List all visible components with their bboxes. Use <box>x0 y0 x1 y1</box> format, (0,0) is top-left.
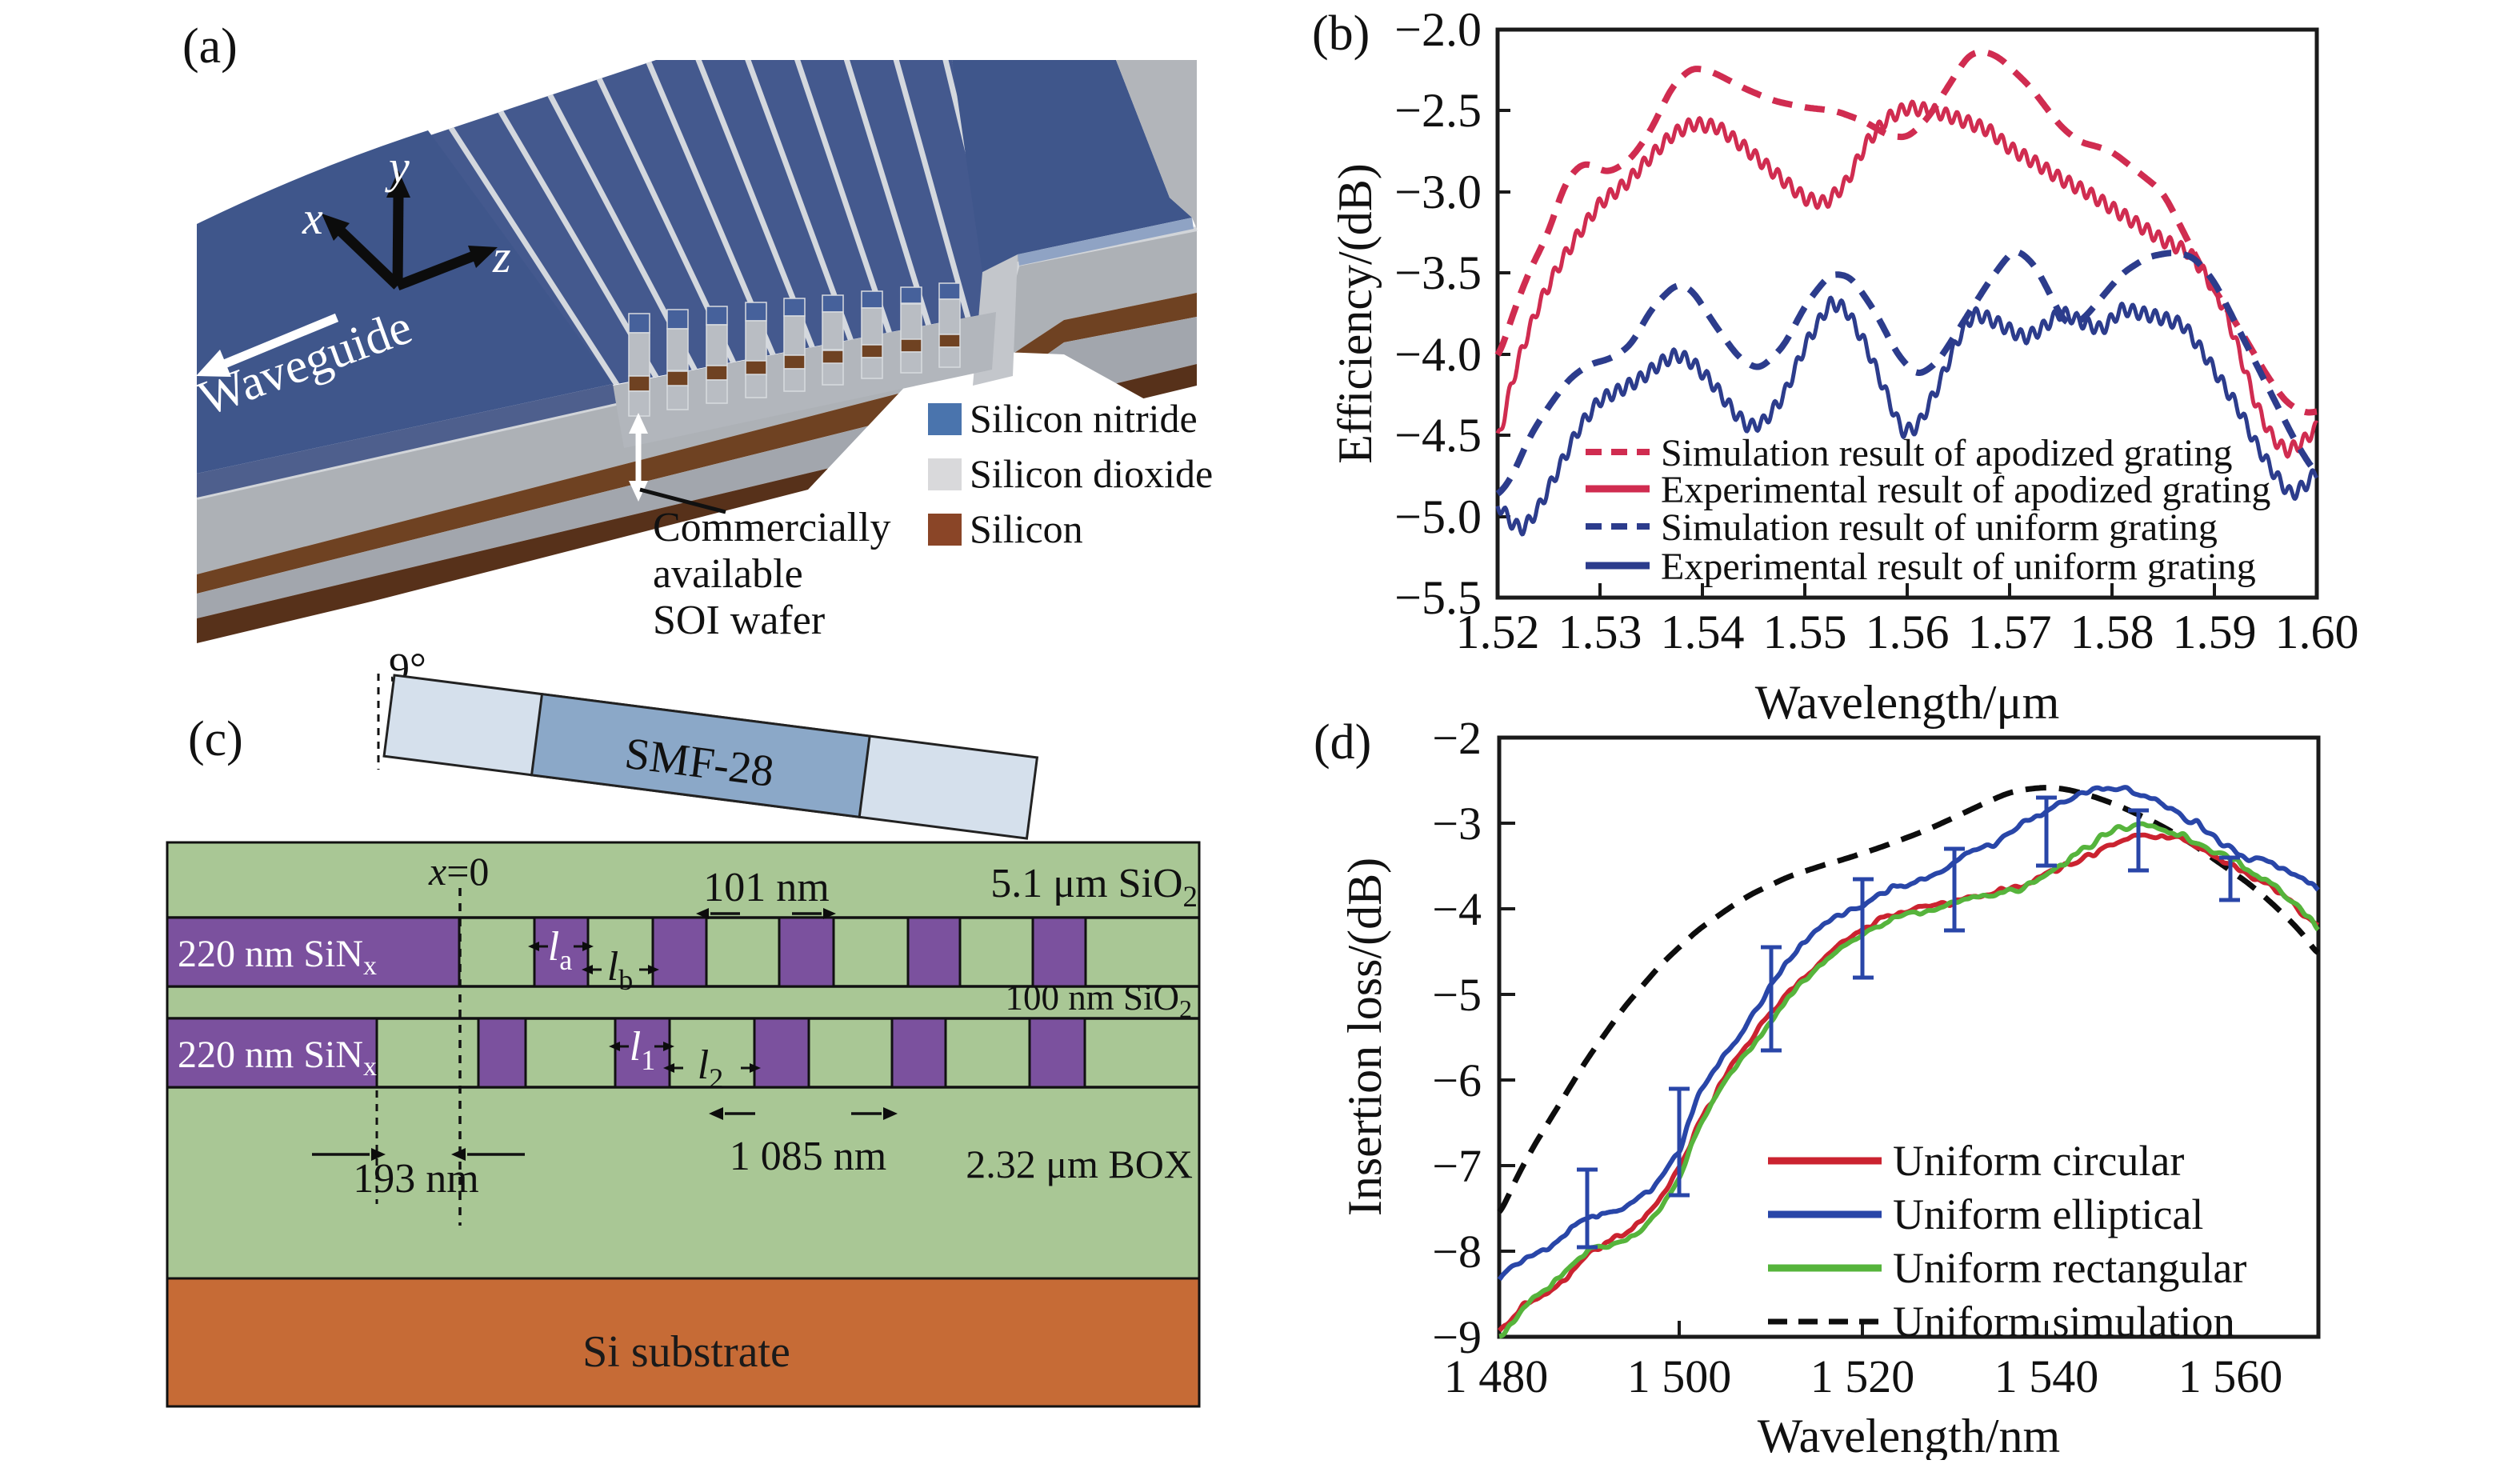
svg-text:Simulation result of apodized: Simulation result of apodized grating <box>1661 432 2233 474</box>
svg-text:1 500: 1 500 <box>1627 1350 1732 1402</box>
svg-text:−7: −7 <box>1432 1140 1482 1192</box>
svg-text:1 560: 1 560 <box>2178 1350 2283 1402</box>
svg-text:Uniform circular: Uniform circular <box>1893 1137 2184 1185</box>
svg-text:Experimental result of uniform: Experimental result of uniform grating <box>1661 546 2256 588</box>
svg-text:220 nm SiNx: 220 nm SiNx <box>178 1034 377 1082</box>
svg-text:available: available <box>653 551 803 597</box>
svg-text:1 540: 1 540 <box>1994 1350 2099 1402</box>
svg-text:−3.0: −3.0 <box>1394 166 1482 218</box>
svg-text:Si substrate: Si substrate <box>582 1327 790 1377</box>
svg-text:1.58: 1.58 <box>2070 606 2154 658</box>
svg-text:−5.5: −5.5 <box>1394 571 1482 624</box>
svg-text:1.60: 1.60 <box>2275 606 2359 658</box>
svg-text:5.1 μm SiO2: 5.1 μm SiO2 <box>990 861 1198 914</box>
svg-text:1 480: 1 480 <box>1444 1350 1549 1402</box>
svg-text:Wavelength/nm: Wavelength/nm <box>1758 1410 2060 1460</box>
svg-text:1.56: 1.56 <box>1866 606 1950 658</box>
svg-text:−2.5: −2.5 <box>1394 84 1482 137</box>
svg-text:1.53: 1.53 <box>1558 606 1642 658</box>
svg-text:−4: −4 <box>1432 883 1482 935</box>
svg-text:(d): (d) <box>1314 715 1371 770</box>
svg-text:101 nm: 101 nm <box>703 865 829 910</box>
svg-text:Silicon dioxide: Silicon dioxide <box>970 451 1213 496</box>
svg-text:−4.0: −4.0 <box>1394 328 1482 381</box>
svg-text:−4.5: −4.5 <box>1394 409 1482 462</box>
svg-text:−5: −5 <box>1432 969 1482 1021</box>
svg-text:Uniform elliptical: Uniform elliptical <box>1893 1190 2203 1238</box>
svg-text:y: y <box>385 141 410 193</box>
svg-text:−9: −9 <box>1432 1311 1482 1363</box>
svg-text:100 nm SiO2: 100 nm SiO2 <box>1005 978 1192 1023</box>
svg-text:Commercially: Commercially <box>653 505 890 550</box>
svg-text:Silicon: Silicon <box>970 506 1083 551</box>
svg-text:(a): (a) <box>182 19 238 74</box>
svg-text:1 085 nm: 1 085 nm <box>730 1134 886 1179</box>
svg-text:−3.5: −3.5 <box>1394 246 1482 299</box>
svg-text:−2.0: −2.0 <box>1394 3 1482 56</box>
svg-text:220 nm SiNx: 220 nm SiNx <box>178 933 377 981</box>
svg-text:2.32 μm BOX: 2.32 μm BOX <box>966 1142 1193 1186</box>
svg-text:−3: −3 <box>1432 798 1482 850</box>
svg-text:Efficiency/(dB): Efficiency/(dB) <box>1329 163 1382 463</box>
svg-text:SOI wafer: SOI wafer <box>653 598 825 643</box>
svg-text:1.52: 1.52 <box>1456 606 1540 658</box>
svg-text:1.59: 1.59 <box>2173 606 2257 658</box>
svg-text:(c): (c) <box>188 712 243 766</box>
svg-text:1.55: 1.55 <box>1763 606 1847 658</box>
svg-text:x: x <box>302 192 323 244</box>
svg-text:Uniform rectangular: Uniform rectangular <box>1893 1244 2246 1292</box>
svg-text:193 nm: 193 nm <box>353 1156 478 1202</box>
svg-text:Simulation result of uniform g: Simulation result of uniform grating <box>1661 506 2218 549</box>
svg-text:1.54: 1.54 <box>1661 606 1745 658</box>
svg-text:1 520: 1 520 <box>1810 1350 1915 1402</box>
svg-text:−5.0: −5.0 <box>1394 490 1482 543</box>
svg-text:(b): (b) <box>1312 6 1370 61</box>
svg-text:x=0: x=0 <box>428 849 489 894</box>
svg-text:Silicon nitride: Silicon nitride <box>970 396 1198 441</box>
svg-text:Insertion loss/(dB): Insertion loss/(dB) <box>1338 858 1391 1216</box>
svg-text:−6: −6 <box>1432 1054 1482 1106</box>
svg-text:Experimental result of apodize: Experimental result of apodized grating <box>1661 469 2270 511</box>
svg-text:z: z <box>492 230 511 282</box>
svg-text:−8: −8 <box>1432 1226 1482 1278</box>
svg-text:Wavelength/μm: Wavelength/μm <box>1755 676 2060 729</box>
svg-text:Uniform simulation: Uniform simulation <box>1893 1298 2234 1346</box>
svg-text:−2: −2 <box>1432 712 1482 764</box>
svg-text:1.57: 1.57 <box>1968 606 2052 658</box>
